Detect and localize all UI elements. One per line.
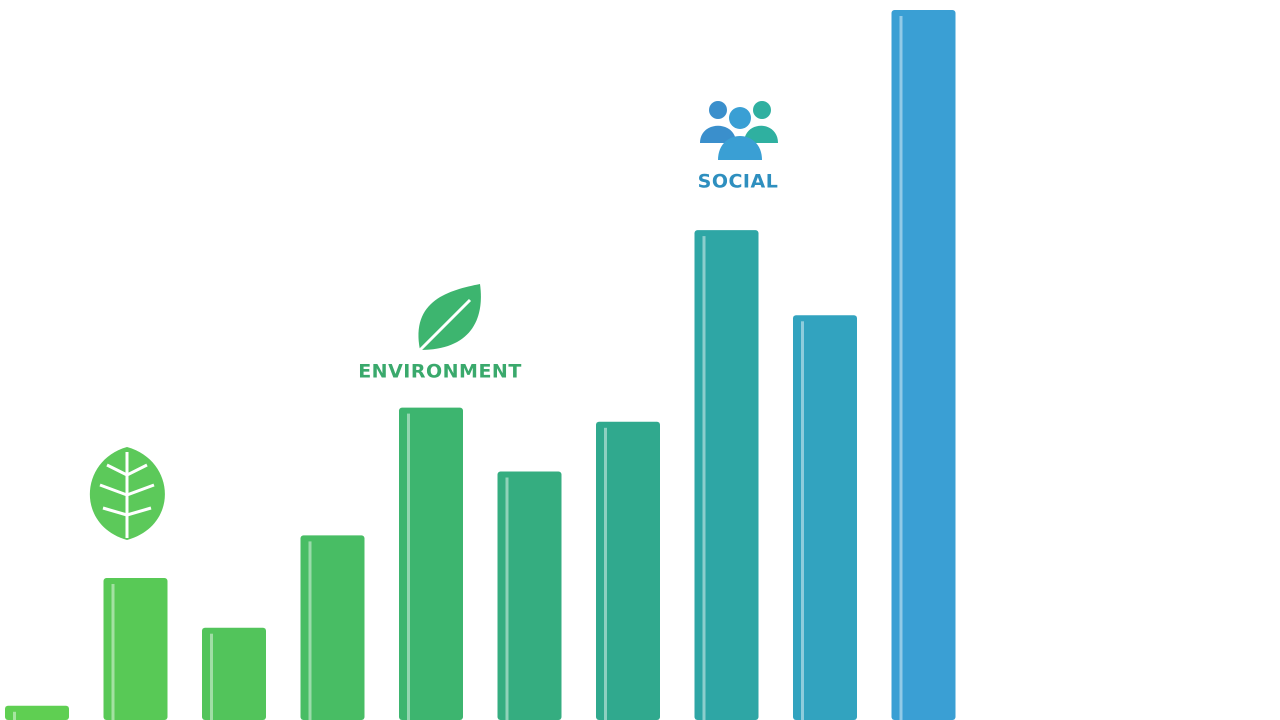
bar-highlight	[13, 711, 16, 720]
bar	[399, 407, 463, 720]
bar-highlight	[111, 584, 115, 720]
bar	[5, 705, 69, 720]
bar-highlight	[899, 16, 903, 720]
bar	[694, 230, 759, 720]
bar-highlight	[604, 427, 607, 720]
bar	[300, 535, 365, 720]
bar	[202, 627, 266, 720]
leaf-icon	[416, 284, 481, 354]
bar-highlight	[505, 477, 509, 720]
annotation: SOCIAL	[698, 171, 779, 193]
bar	[891, 10, 956, 720]
bar	[497, 471, 562, 720]
bar-highlight	[407, 413, 410, 720]
bar-highlight	[702, 236, 706, 720]
bar	[596, 421, 660, 720]
bar-highlight	[308, 541, 312, 720]
bar-highlight	[210, 633, 213, 720]
bar	[793, 315, 857, 720]
bar	[103, 578, 168, 720]
leaf-icon	[89, 447, 165, 540]
bar-highlight	[801, 321, 804, 720]
people-icon	[700, 101, 778, 160]
annotation: ENVIRONMENT	[358, 361, 522, 383]
